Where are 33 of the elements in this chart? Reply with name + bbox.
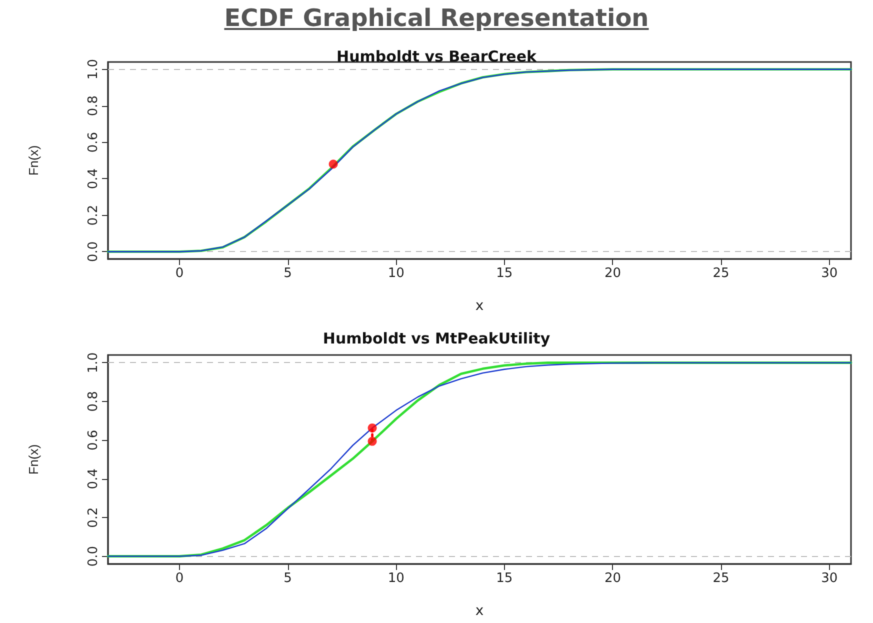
x-tick-label: 25 [712,571,730,586]
x-tick-label: 10 [388,266,404,281]
y-tick-label: 0.0 [86,241,101,262]
y-tick-label: 1.0 [86,352,101,374]
y-axis-title: Fn(x) [26,145,41,176]
x-tick-label: 20 [604,266,621,281]
y-tick-label: 0.2 [86,204,101,226]
y-tick-label: 0.6 [86,430,101,450]
y-tick-label: 0.4 [86,468,101,490]
x-tick-label: 20 [604,571,621,586]
chart-title: ECDF Graphical Representation [223,4,650,32]
x-tick-label: 5 [284,266,292,281]
y-axis-title: Fn(x) [26,444,41,475]
x-tick-label: 10 [388,571,404,586]
x-tick-label: 30 [821,266,838,281]
x-tick-label: 0 [175,571,184,586]
x-tick-label: 30 [821,571,838,586]
x-axis-title: x [475,603,484,619]
x-tick-label: 15 [496,571,513,586]
x-tick-label: 0 [175,266,184,281]
x-tick-label: 15 [496,266,513,281]
y-tick-label: 0.0 [86,546,101,567]
y-tick-label: 0.8 [86,95,101,116]
x-tick-label: 5 [284,571,292,586]
x-tick-label: 25 [712,266,730,281]
y-tick-label: 0.6 [86,132,101,153]
chart-title: Humboldt vs MtPeakUtility [322,330,550,348]
y-tick-label: 0.4 [86,168,101,190]
chart-subtitle: Humboldt vs BearCreek [336,48,538,66]
x-axis-title: x [475,298,484,314]
y-tick-label: 1.0 [86,58,101,80]
y-tick-label: 0.8 [86,391,101,412]
y-tick-label: 0.2 [86,507,101,528]
